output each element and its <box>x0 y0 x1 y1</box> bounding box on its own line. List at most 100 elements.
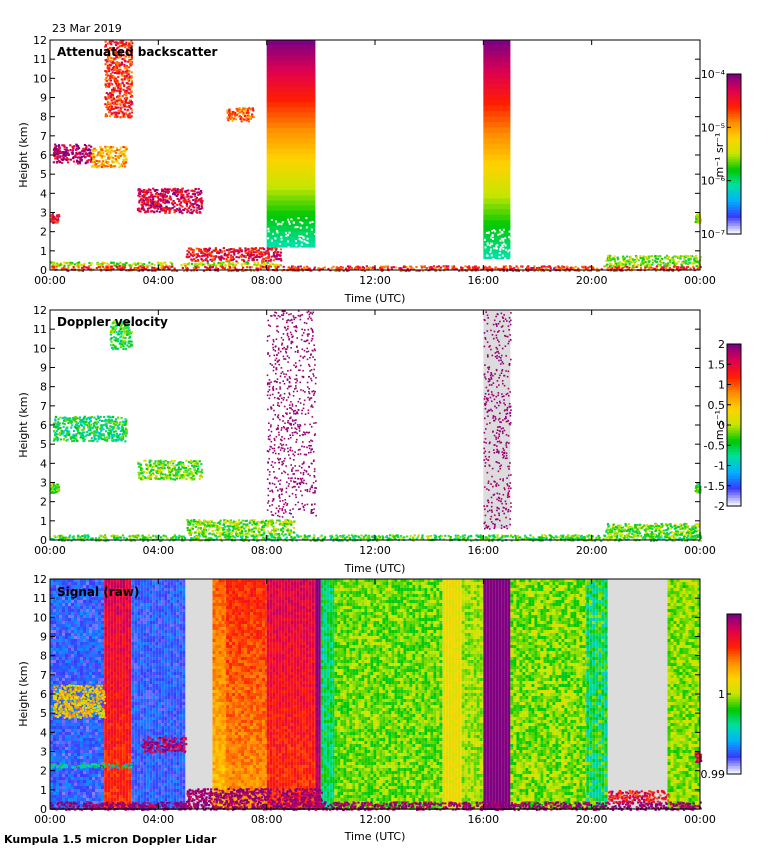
feature-cell <box>111 69 113 71</box>
feature-cell <box>189 247 191 249</box>
feature-cell <box>483 40 510 46</box>
feature-cell <box>694 262 696 264</box>
feature-cell <box>120 147 122 149</box>
feature-cell <box>192 193 194 195</box>
feature-cell <box>275 221 277 223</box>
feature-cell <box>693 258 695 260</box>
feature-cell <box>483 220 510 226</box>
feature-cell <box>112 165 114 167</box>
feature-cell <box>295 226 297 228</box>
feature-cell <box>269 263 271 265</box>
feature-cell <box>141 207 143 209</box>
feature-cell <box>176 195 178 197</box>
feature-cell <box>205 248 207 250</box>
feature-cell <box>196 256 198 258</box>
feature-cell <box>541 266 543 268</box>
feature-cell <box>165 191 167 193</box>
feature-cell <box>381 266 383 268</box>
feature-cell <box>192 204 194 206</box>
feature-cell <box>614 264 616 266</box>
feature-cell <box>648 261 650 263</box>
feature-cell <box>104 146 106 148</box>
feature-cell <box>185 266 187 268</box>
feature-cell <box>685 260 687 262</box>
feature-cell <box>126 67 128 69</box>
feature-cell <box>131 71 133 73</box>
feature-cell <box>622 257 624 259</box>
feature-cell <box>289 223 291 225</box>
feature-cell <box>201 207 203 209</box>
feature-cell <box>113 97 115 99</box>
feature-cell <box>135 267 137 269</box>
feature-cell <box>121 64 123 66</box>
feature-cell <box>640 263 642 265</box>
feature-cell <box>639 255 641 257</box>
feature-cell <box>195 198 197 200</box>
feature-cell <box>609 267 611 269</box>
feature-cell <box>250 255 252 257</box>
feature-cell <box>198 248 200 250</box>
feature-cell <box>288 246 290 248</box>
feature-cell <box>692 266 694 268</box>
feature-cell <box>73 266 75 268</box>
feature-cell <box>267 154 316 160</box>
feature-cell <box>117 155 119 157</box>
feature-cell <box>483 155 510 161</box>
feature-cell <box>500 246 502 248</box>
feature-cell <box>248 120 250 122</box>
feature-cell <box>81 150 83 152</box>
feature-cell <box>119 88 121 90</box>
feature-cell <box>372 266 374 268</box>
feature-cell <box>193 206 195 208</box>
feature-cell <box>277 266 279 268</box>
feature-cell <box>274 247 276 249</box>
feature-cell <box>105 150 107 152</box>
feature-cell <box>562 268 564 270</box>
feature-cell <box>673 266 675 268</box>
feature-cell <box>115 62 117 64</box>
feature-cell <box>105 86 107 88</box>
feature-cell <box>270 259 272 261</box>
feature-cell <box>163 262 165 264</box>
feature-cell <box>62 159 64 161</box>
feature-cell <box>689 268 691 270</box>
feature-cell <box>252 258 254 260</box>
feature-cell <box>280 223 282 225</box>
feature-cell <box>267 133 316 139</box>
feature-cell <box>75 152 77 154</box>
feature-cell <box>169 195 171 197</box>
feature-cell <box>180 210 182 212</box>
feature-cell <box>499 229 501 231</box>
feature-cell <box>113 150 115 152</box>
feature-cell <box>391 266 393 268</box>
feature-cell <box>324 266 326 268</box>
feature-cell <box>101 155 103 157</box>
feature-cell <box>430 266 432 268</box>
feature-cell <box>97 264 99 266</box>
feature-cell <box>267 221 316 227</box>
feature-cell <box>211 260 213 262</box>
feature-cell <box>483 215 510 221</box>
panel-backscatter: Attenuated backscatter 00:00 04:00 08:00 12… <box>17 34 741 305</box>
feature-cell <box>675 263 677 265</box>
feature-cell <box>108 146 110 148</box>
feature-cell <box>121 78 123 80</box>
feature-cell <box>647 258 649 260</box>
feature-cell <box>186 196 188 198</box>
feature-cell <box>673 255 675 257</box>
feature-cell <box>272 233 274 235</box>
feature-cell <box>123 72 125 74</box>
feature-cell <box>648 267 650 269</box>
feature-cell <box>151 267 153 269</box>
feature-cell <box>267 164 316 170</box>
feature-cell <box>246 261 248 263</box>
feature-cell <box>125 113 127 115</box>
feature-cell <box>200 258 202 260</box>
feature-cell <box>641 260 643 262</box>
feature-cell <box>131 101 133 103</box>
feature-cell <box>112 157 114 159</box>
feature-cell <box>210 255 212 257</box>
feature-cell <box>119 103 121 105</box>
feature-cell <box>185 190 187 192</box>
feature-cell <box>91 165 93 167</box>
